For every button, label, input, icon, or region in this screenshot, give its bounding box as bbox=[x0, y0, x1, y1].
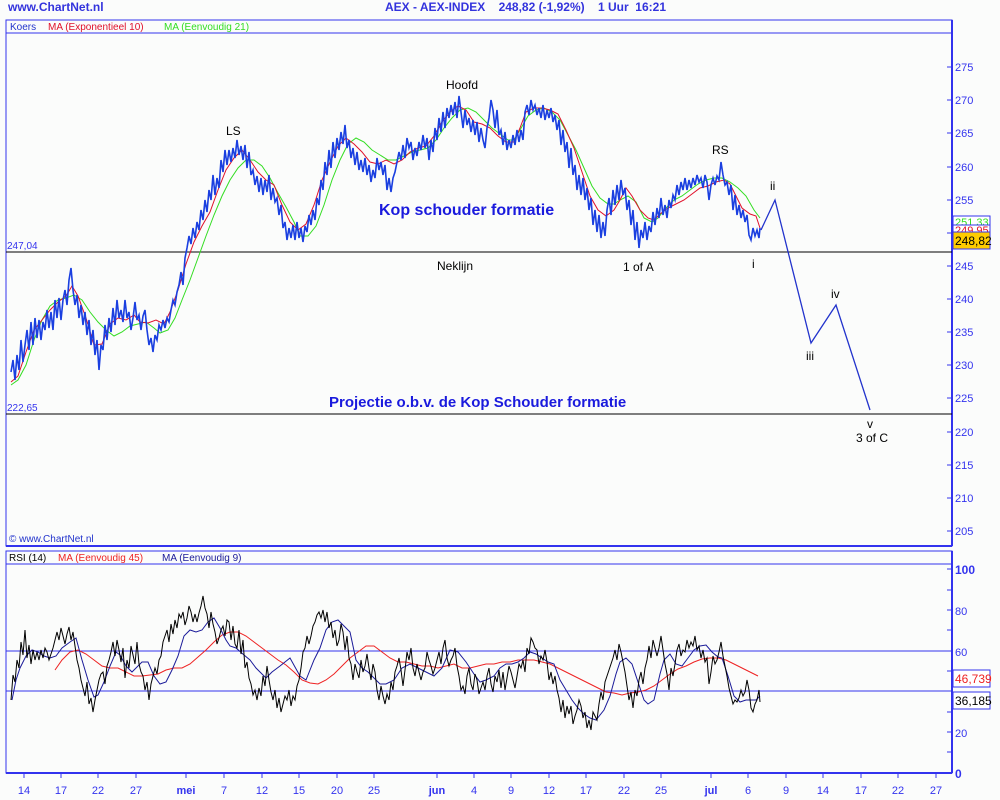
rsi-last-value-boxes: 46,739 36,185 bbox=[952, 669, 992, 710]
svg-text:9: 9 bbox=[508, 785, 514, 797]
svg-text:27: 27 bbox=[130, 785, 142, 797]
legend-rsi-sma9: MA (Eenvoudig 9) bbox=[162, 553, 242, 564]
svg-text:270: 270 bbox=[955, 95, 973, 107]
rsi-y-axis: 100 80 60 20 0 bbox=[947, 563, 975, 781]
label-ls: LS bbox=[226, 124, 241, 138]
svg-text:jul: jul bbox=[704, 785, 718, 797]
price-panel: Koers MA (Exponentieel 10) MA (Eenvoudig… bbox=[5, 19, 973, 547]
svg-text:0: 0 bbox=[955, 767, 962, 781]
svg-text:275: 275 bbox=[955, 62, 973, 74]
svg-text:80: 80 bbox=[955, 606, 967, 618]
svg-text:210: 210 bbox=[955, 493, 973, 505]
label-formation: Kop schouder formatie bbox=[379, 202, 554, 219]
svg-text:12: 12 bbox=[543, 785, 555, 797]
label-1-of-a: 1 of A bbox=[623, 260, 654, 274]
projection-value: 222,65 bbox=[7, 403, 38, 414]
label-3-of-c: 3 of C bbox=[856, 431, 888, 445]
price-y-axis: 275 270 265 260 255 245 240 235 230 225 … bbox=[947, 62, 973, 538]
last-rsi: 36,185 bbox=[955, 694, 992, 708]
legend-rsi-sma45: MA (Eenvoudig 45) bbox=[58, 553, 143, 564]
price-line bbox=[10, 95, 761, 381]
svg-text:20: 20 bbox=[955, 728, 967, 740]
legend-rsi: RSI (14) bbox=[9, 553, 46, 564]
svg-text:215: 215 bbox=[955, 460, 973, 472]
x-axis: 14 17 22 27 mei 7 12 15 20 25 jun 4 9 12… bbox=[18, 773, 942, 797]
svg-text:205: 205 bbox=[955, 526, 973, 538]
svg-text:100: 100 bbox=[955, 563, 975, 577]
label-rs: RS bbox=[712, 143, 729, 157]
svg-text:17: 17 bbox=[55, 785, 67, 797]
legend-koers: Koers bbox=[10, 22, 36, 33]
label-wave-i: i bbox=[752, 257, 755, 271]
svg-text:6: 6 bbox=[745, 785, 751, 797]
svg-text:14: 14 bbox=[817, 785, 829, 797]
svg-text:17: 17 bbox=[580, 785, 592, 797]
neckline-value: 247,04 bbox=[7, 241, 38, 252]
site-title: www.ChartNet.nl bbox=[8, 0, 104, 14]
svg-text:240: 240 bbox=[955, 294, 973, 306]
last-rsi-sma45: 46,739 bbox=[955, 672, 992, 686]
svg-text:225: 225 bbox=[955, 393, 973, 405]
svg-text:27: 27 bbox=[930, 785, 942, 797]
rsi-sma9-line bbox=[11, 617, 761, 721]
copyright: © www.ChartNet.nl bbox=[9, 534, 94, 545]
svg-text:4: 4 bbox=[471, 785, 477, 797]
legend-ema10: MA (Exponentieel 10) bbox=[48, 22, 144, 33]
svg-text:7: 7 bbox=[221, 785, 227, 797]
chart-title: AEX - AEX-INDEX 248,82 (-1,92%) 1 Uur 16… bbox=[385, 0, 666, 14]
rsi-line bbox=[10, 595, 761, 731]
svg-text:230: 230 bbox=[955, 360, 973, 372]
svg-text:mei: mei bbox=[177, 785, 196, 797]
svg-text:25: 25 bbox=[655, 785, 667, 797]
projection-path bbox=[760, 198, 871, 411]
label-wave-v: v bbox=[867, 417, 873, 431]
legend-sma21: MA (Eenvoudig 21) bbox=[164, 22, 249, 33]
svg-text:265: 265 bbox=[955, 128, 973, 140]
last-value-boxes: 251,33 249,95 248,82 bbox=[952, 215, 992, 250]
label-head: Hoofd bbox=[446, 78, 478, 92]
svg-text:jun: jun bbox=[428, 785, 446, 797]
label-wave-ii: ii bbox=[770, 179, 775, 193]
svg-text:22: 22 bbox=[892, 785, 904, 797]
svg-text:20: 20 bbox=[331, 785, 343, 797]
svg-text:220: 220 bbox=[955, 427, 973, 439]
svg-text:14: 14 bbox=[18, 785, 30, 797]
svg-text:260: 260 bbox=[955, 162, 973, 174]
last-price: 248,82 bbox=[955, 234, 992, 248]
label-projection: Projectie o.b.v. de Kop Schouder formati… bbox=[329, 394, 626, 411]
label-wave-iv: iv bbox=[831, 287, 840, 301]
svg-text:15: 15 bbox=[293, 785, 305, 797]
svg-text:25: 25 bbox=[368, 785, 380, 797]
label-neckline: Neklijn bbox=[437, 259, 473, 273]
svg-text:17: 17 bbox=[855, 785, 867, 797]
svg-text:235: 235 bbox=[955, 327, 973, 339]
svg-text:22: 22 bbox=[92, 785, 104, 797]
svg-text:12: 12 bbox=[256, 785, 268, 797]
svg-text:255: 255 bbox=[955, 195, 973, 207]
svg-text:245: 245 bbox=[955, 261, 973, 273]
label-wave-iii: iii bbox=[806, 349, 814, 363]
svg-text:60: 60 bbox=[955, 647, 967, 659]
rsi-panel: RSI (14) MA (Eenvoudig 45) MA (Eenvoudig… bbox=[5, 550, 975, 781]
svg-text:9: 9 bbox=[783, 785, 789, 797]
svg-text:22: 22 bbox=[618, 785, 630, 797]
